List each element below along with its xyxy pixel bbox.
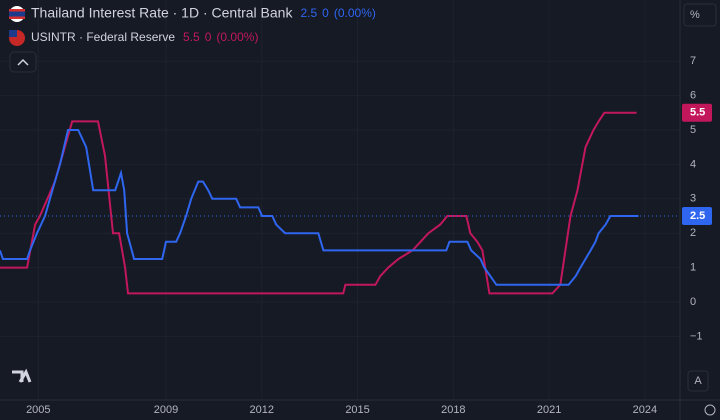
x-tick-label: 2015 bbox=[345, 404, 369, 416]
x-tick-label: 2021 bbox=[537, 404, 561, 416]
legend-change-pct: (0.00%) bbox=[216, 30, 258, 44]
y-tick-label: 4 bbox=[690, 158, 696, 170]
legend bbox=[9, 6, 25, 46]
auto-button-label: A bbox=[694, 375, 702, 387]
legend-change: 0 bbox=[205, 30, 212, 44]
last-value-label: 2.5 bbox=[690, 210, 705, 222]
legend-value: 5.5 bbox=[183, 30, 200, 44]
y-tick-label: 6 bbox=[690, 90, 696, 102]
auto-button[interactable] bbox=[687, 370, 709, 392]
x-tick-label: 2012 bbox=[250, 404, 274, 416]
collapse-button[interactable] bbox=[9, 51, 37, 73]
settings-icon[interactable] bbox=[704, 404, 716, 416]
y-tick-label: −1 bbox=[690, 330, 703, 342]
y-tick-label: 7 bbox=[690, 55, 696, 67]
legend-value: 2.5 bbox=[300, 6, 317, 20]
last-value-badge bbox=[682, 206, 712, 225]
y-tick-label: 5 bbox=[690, 124, 696, 136]
legend-name: Thailand Interest Rate · 1D · Central Ba… bbox=[31, 5, 293, 21]
legend-name: USINTR · Federal Reserve bbox=[31, 30, 175, 44]
y-tick-label: 3 bbox=[690, 193, 696, 205]
series-line bbox=[0, 129, 639, 286]
legend-change-pct: (0.00%) bbox=[334, 6, 376, 20]
flag-icon bbox=[9, 9, 25, 12]
logo bbox=[12, 368, 32, 383]
y-tick-label: 2 bbox=[690, 227, 696, 239]
last-value-badge bbox=[682, 103, 712, 122]
flag-icon bbox=[9, 30, 17, 37]
x-tick-label: 2009 bbox=[154, 404, 178, 416]
last-value-label: 5.5 bbox=[690, 107, 705, 119]
x-tick-label: 2018 bbox=[441, 404, 465, 416]
legend-change: 0 bbox=[322, 6, 329, 20]
grid bbox=[0, 0, 680, 400]
flag-icon bbox=[9, 16, 25, 19]
legend-text: USINTR · Federal Reserve 5.5 0 (0.00%) Thail… bbox=[31, 5, 376, 44]
unit-button-label: % bbox=[690, 9, 700, 21]
chevron-icon bbox=[17, 58, 29, 66]
x-tick-label: 2005 bbox=[26, 404, 50, 416]
x-tick-label: 2024 bbox=[633, 404, 657, 416]
y-tick-label: 1 bbox=[690, 261, 696, 273]
plot bbox=[0, 111, 680, 295]
flag-icon bbox=[9, 11, 25, 17]
unit-button[interactable] bbox=[683, 3, 717, 27]
axes: −1 0 1 2 3 4 5 6 7 2005 2009 2012 2015 2018 2021 2024 5.… bbox=[26, 55, 712, 416]
y-tick-label: 0 bbox=[690, 296, 696, 308]
